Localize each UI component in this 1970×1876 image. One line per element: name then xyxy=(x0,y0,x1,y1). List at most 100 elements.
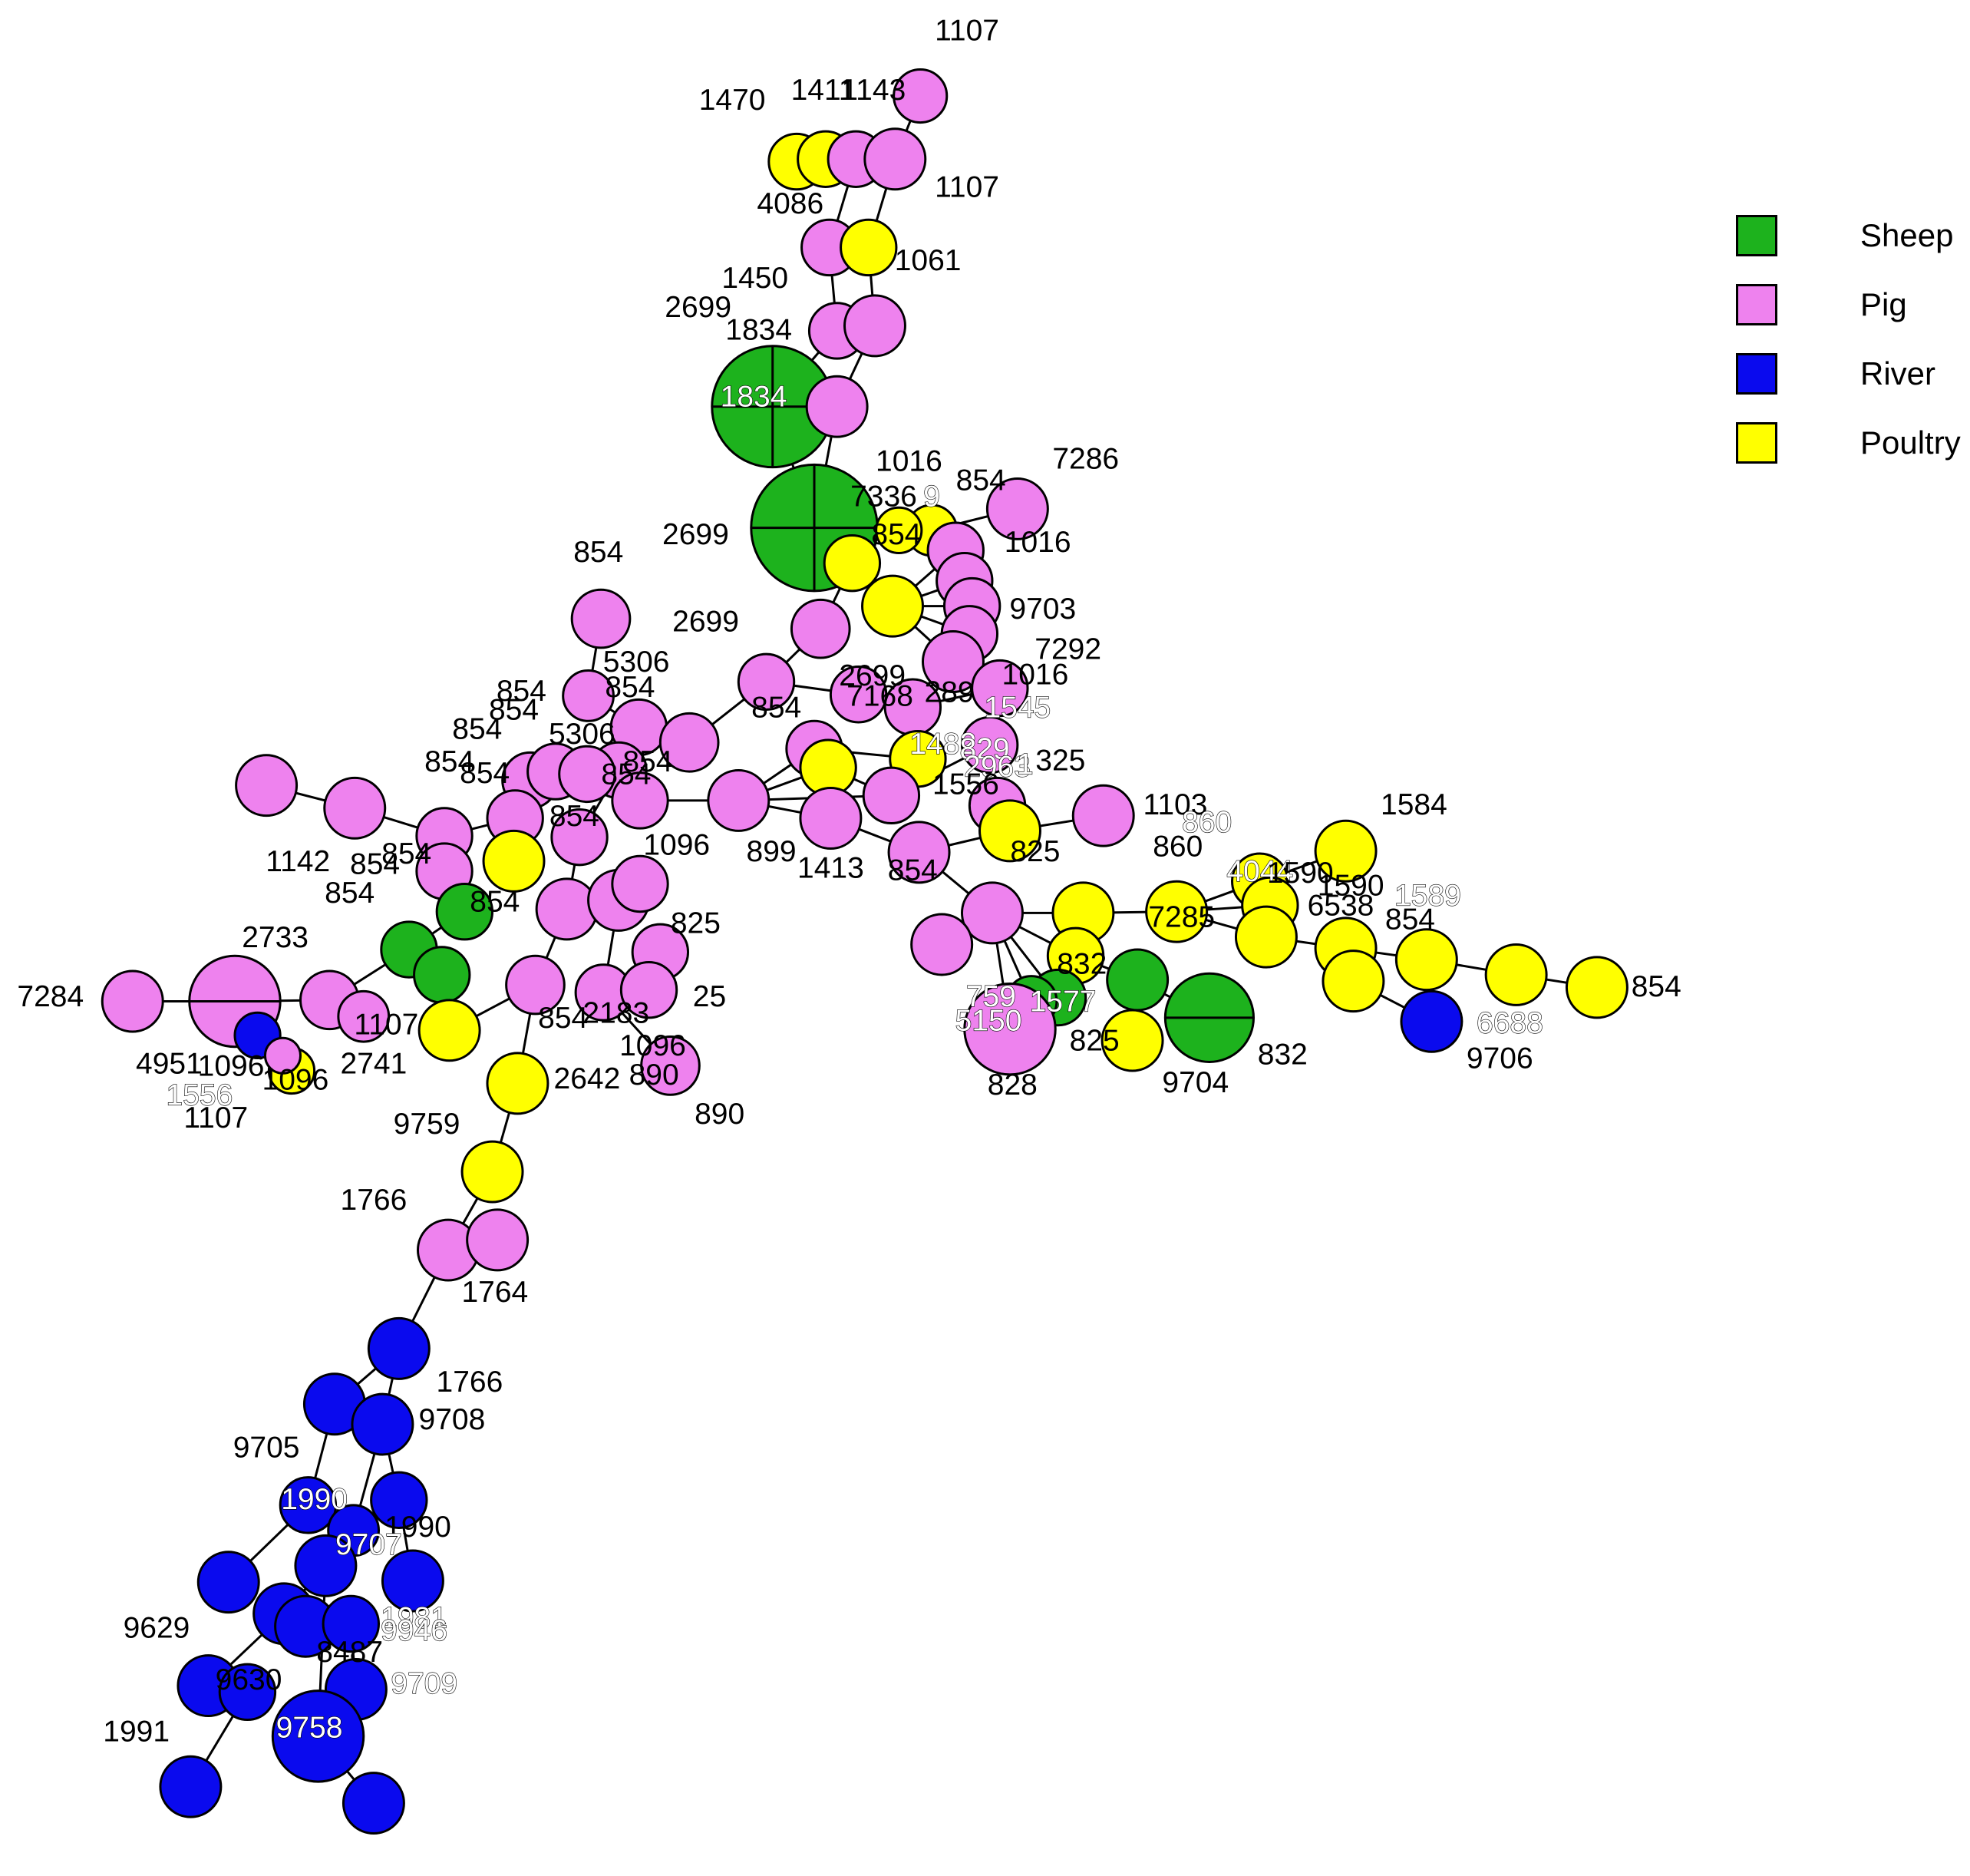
node-circle xyxy=(196,1551,260,1614)
node-pig xyxy=(570,588,632,649)
node-label: 1096 xyxy=(643,829,710,862)
node-poultry xyxy=(1100,1009,1164,1072)
node-circle xyxy=(799,786,863,850)
node-label: 9759 xyxy=(394,1108,460,1141)
node-river xyxy=(367,1316,431,1380)
node-circle xyxy=(535,877,599,941)
node-label: 2741 xyxy=(341,1047,408,1080)
legend-item-pig: Pig xyxy=(1736,270,1961,339)
node-label: 1470 xyxy=(699,84,766,117)
node-label: 1107 xyxy=(183,1101,248,1135)
node-label: 1577 xyxy=(1030,986,1097,1019)
node-label: 1096 xyxy=(198,1050,265,1083)
node-circle xyxy=(235,754,299,817)
node-circle xyxy=(790,598,851,659)
node-pig xyxy=(921,630,985,693)
node-circle xyxy=(562,669,615,722)
node-label: 2183 xyxy=(582,996,649,1029)
node-label: 1103 xyxy=(1143,788,1208,821)
node-circle xyxy=(435,883,494,941)
node-label: 9703 xyxy=(1009,593,1076,626)
node-label: 854 xyxy=(751,691,801,724)
node-label: 854 xyxy=(489,694,539,727)
node-circle xyxy=(1394,928,1458,992)
node-river xyxy=(294,1534,358,1597)
node-circle xyxy=(263,1036,302,1075)
node-circle xyxy=(640,1035,701,1096)
node-label: 854 xyxy=(350,847,400,880)
node-label: 7336 xyxy=(850,481,917,514)
node-pig xyxy=(985,477,1049,540)
node-label: 4951 xyxy=(136,1047,203,1080)
node-label: 8487 xyxy=(316,1636,383,1669)
node-label: 1450 xyxy=(721,262,788,295)
node-circle xyxy=(1565,956,1628,1019)
node-poultry xyxy=(1234,905,1298,969)
node-pig xyxy=(263,1036,302,1075)
node-label: 4086 xyxy=(757,187,823,220)
node-label: 825 xyxy=(671,907,721,940)
node-label: 9758 xyxy=(276,1712,343,1745)
node-pig xyxy=(960,715,1019,775)
node-circle xyxy=(271,1689,365,1783)
node-circle xyxy=(829,666,888,724)
node-circle xyxy=(482,829,546,893)
node-circle xyxy=(707,768,771,832)
node-circle xyxy=(737,652,796,711)
node-circle xyxy=(985,477,1049,540)
node-label: 1556 xyxy=(932,768,999,801)
node-label: 6688 xyxy=(1477,1007,1543,1040)
node-label: 825 xyxy=(1070,1025,1120,1058)
node-circle xyxy=(1484,943,1548,1006)
node-pig xyxy=(893,68,949,124)
node-river xyxy=(196,1551,260,1614)
node-poultry xyxy=(486,1052,549,1115)
node-label: 1411 xyxy=(791,74,856,107)
node-river xyxy=(1400,989,1463,1053)
node-poultry xyxy=(1314,819,1378,883)
node-label: 1764 xyxy=(461,1276,528,1309)
node-river xyxy=(322,1594,380,1653)
node-label: 2733 xyxy=(242,921,309,954)
tree-nodes xyxy=(101,68,1628,1835)
node-label: 9706 xyxy=(1467,1042,1533,1075)
node-river xyxy=(271,1689,365,1783)
node-pig xyxy=(640,1035,701,1096)
node-label: 7168 xyxy=(846,680,913,713)
node-sheep xyxy=(413,946,471,1004)
node-circle xyxy=(323,776,387,840)
node-pig xyxy=(963,982,1057,1076)
node-sheep xyxy=(1163,972,1255,1063)
node-label: 6538 xyxy=(1308,890,1374,923)
node-label: 9709 xyxy=(391,1667,457,1700)
node-label: 1991 xyxy=(103,1715,170,1748)
node-label: 7284 xyxy=(17,980,84,1013)
node-label: 854 xyxy=(460,757,510,790)
node-label: 2699 xyxy=(662,518,729,551)
legend-item-sheep: Sheep xyxy=(1736,201,1961,270)
node-pig xyxy=(805,375,869,438)
node-label: 1482 xyxy=(909,728,976,761)
node-label: 1590 xyxy=(1267,857,1334,890)
node-label: 1413 xyxy=(797,851,864,884)
node-river xyxy=(159,1755,223,1818)
node-poultry xyxy=(978,799,1041,863)
node-pig xyxy=(790,598,851,659)
node-circle xyxy=(101,969,164,1033)
node-label: 1589 xyxy=(1394,879,1461,912)
node-label: 890 xyxy=(629,1059,679,1092)
node-label: 854 xyxy=(622,745,672,778)
node-pig xyxy=(558,745,616,804)
legend-swatch-sheep xyxy=(1736,215,1777,256)
node-circle xyxy=(570,588,632,649)
node-label: 1766 xyxy=(341,1184,408,1217)
node-pig xyxy=(101,969,164,1033)
node-pig xyxy=(843,294,906,358)
node-circle xyxy=(417,999,481,1062)
node-circle xyxy=(978,799,1041,863)
legend-item-river: River xyxy=(1736,339,1961,408)
node-label: 829 xyxy=(960,733,1010,766)
node-label: 899 xyxy=(747,835,797,868)
node-circle xyxy=(505,954,566,1016)
